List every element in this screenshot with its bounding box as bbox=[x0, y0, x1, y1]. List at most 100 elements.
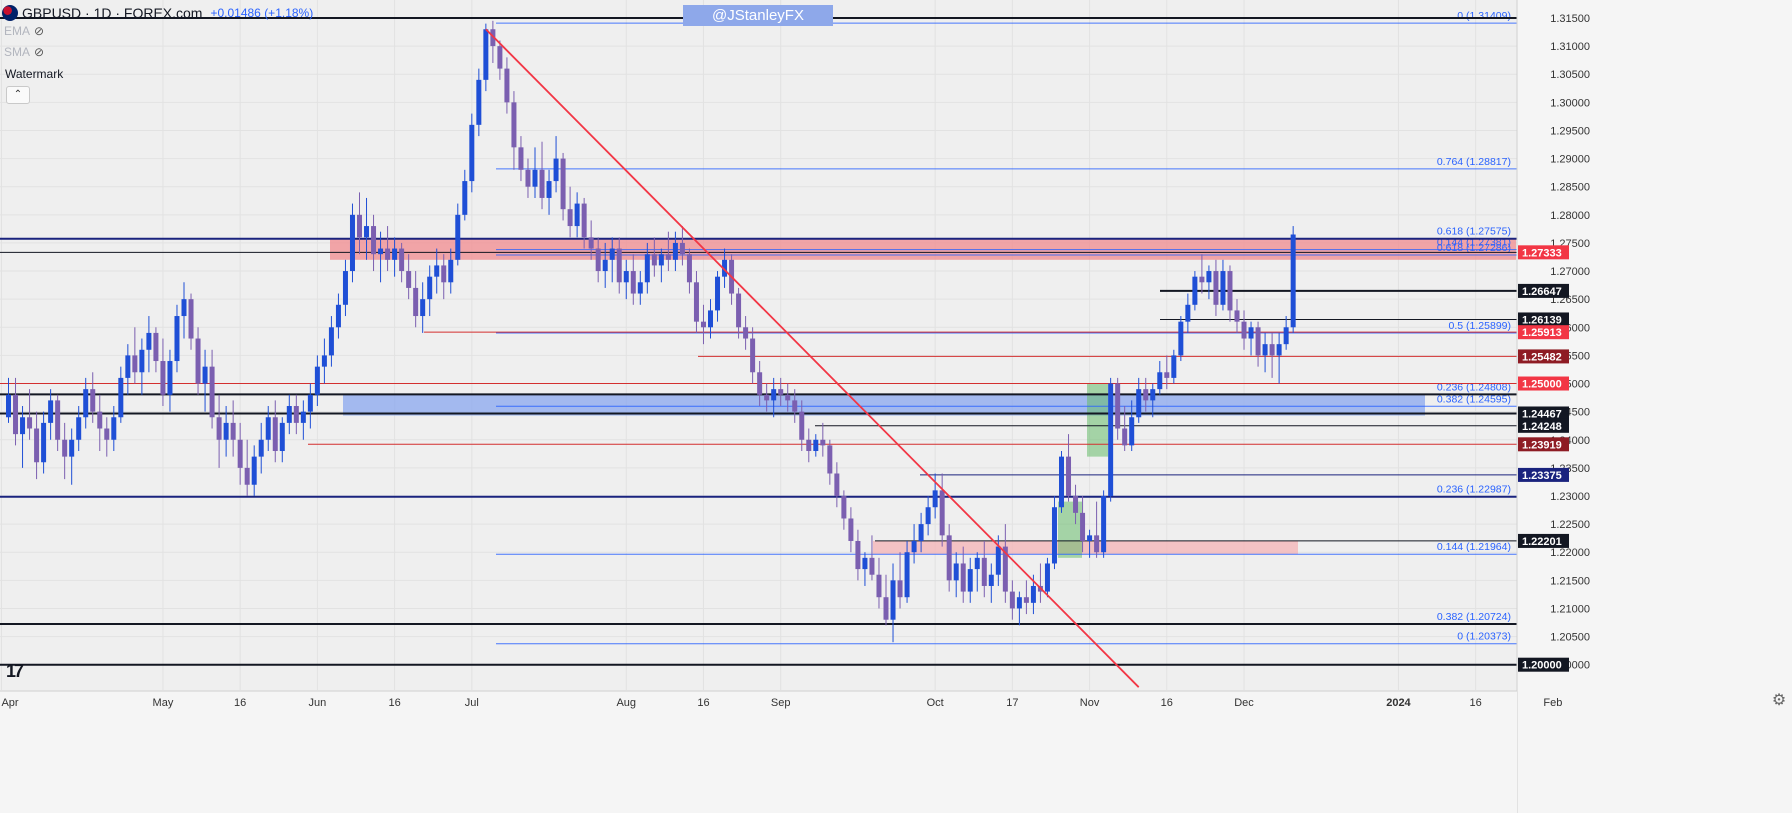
candle-body bbox=[209, 366, 215, 418]
candle-body bbox=[1227, 271, 1233, 311]
candle-body bbox=[476, 79, 482, 125]
candle-body bbox=[778, 389, 784, 395]
candle-body bbox=[616, 248, 622, 283]
collapse-legend-button[interactable]: ⌃ bbox=[6, 86, 30, 104]
time-tick-label: 16 bbox=[697, 697, 709, 709]
candle-body bbox=[321, 355, 327, 367]
candle-body bbox=[90, 389, 96, 412]
price-label-badge bbox=[1518, 312, 1569, 327]
candle-body bbox=[1248, 327, 1254, 339]
price-tick-label: 1.22500 bbox=[1550, 519, 1590, 531]
candle-body bbox=[925, 507, 931, 525]
candle-body bbox=[314, 366, 320, 395]
trendline[interactable] bbox=[485, 28, 1140, 688]
candle-body bbox=[483, 29, 489, 80]
symbol-title[interactable]: GBPUSD · 1D · FOREX.com bbox=[22, 5, 203, 21]
candle-body bbox=[202, 366, 208, 384]
price-tick-label: 1.29500 bbox=[1550, 125, 1590, 137]
candle-body bbox=[1171, 355, 1177, 378]
candle-body bbox=[286, 406, 292, 423]
candle-body bbox=[357, 214, 362, 238]
candle-body bbox=[1030, 585, 1036, 603]
price-tick-label: 1.21500 bbox=[1550, 575, 1590, 587]
time-tick-label: May bbox=[153, 697, 174, 709]
fib-level-label: 0.5 (1.25899) bbox=[1449, 320, 1511, 332]
candle-body bbox=[265, 417, 271, 440]
gbpusd-flag-icon bbox=[2, 5, 18, 21]
candle-body bbox=[342, 271, 348, 305]
candle-body bbox=[55, 400, 61, 440]
price-label-badge bbox=[1518, 437, 1569, 452]
time-axis-panel bbox=[0, 691, 1517, 813]
price-label-badge bbox=[1518, 376, 1569, 391]
candle-body bbox=[932, 490, 938, 508]
candle-body bbox=[1101, 495, 1107, 553]
price-label-text: 1.23375 bbox=[1522, 470, 1562, 482]
candle-body bbox=[1164, 372, 1170, 378]
price-change: +0.01486 (+1.18%) bbox=[210, 6, 314, 20]
candle-body bbox=[132, 355, 138, 373]
candle-body bbox=[1206, 271, 1212, 283]
candle-body bbox=[441, 265, 447, 283]
candle-body bbox=[602, 259, 608, 272]
candle-body bbox=[1178, 321, 1184, 356]
fib-level-label: 0.618 (1.27286) bbox=[1437, 242, 1511, 254]
candle-body bbox=[188, 299, 194, 339]
candle-body bbox=[1199, 276, 1205, 283]
candle-body bbox=[988, 574, 994, 586]
eye-off-icon[interactable]: ⊘ bbox=[34, 24, 45, 38]
candle-body bbox=[216, 417, 222, 440]
candle-body bbox=[1192, 276, 1198, 305]
candle-body bbox=[862, 557, 868, 570]
fib-level-label: 0.144 (1.21964) bbox=[1437, 541, 1511, 553]
candle-body bbox=[392, 248, 398, 260]
price-tick-label: 1.31500 bbox=[1550, 13, 1590, 25]
candle-body bbox=[700, 321, 706, 328]
watermark-label[interactable]: Watermark bbox=[5, 67, 64, 81]
candle-body bbox=[153, 332, 159, 362]
candle-body bbox=[743, 327, 749, 339]
candle-body bbox=[918, 524, 924, 541]
candle-body bbox=[1122, 428, 1128, 446]
candle-body bbox=[76, 417, 82, 440]
candle-body bbox=[160, 361, 166, 395]
candle-body bbox=[378, 248, 384, 255]
author-handle: @JStanleyFX bbox=[683, 5, 833, 26]
candle-body bbox=[1073, 495, 1079, 513]
candle-body bbox=[272, 417, 278, 452]
candle-body bbox=[883, 597, 889, 620]
eye-off-icon[interactable]: ⊘ bbox=[34, 45, 45, 59]
candle-body bbox=[1290, 234, 1296, 328]
fib-level-label: 0.236 (1.22987) bbox=[1437, 484, 1511, 496]
chart-settings-gear-icon[interactable]: ⚙ bbox=[1771, 692, 1787, 709]
candle-body bbox=[469, 124, 475, 182]
indicator-sma[interactable]: SMA ⊘ bbox=[4, 45, 44, 59]
price-label-badge bbox=[1518, 533, 1569, 548]
candle-body bbox=[1108, 383, 1114, 496]
time-tick-label: 16 bbox=[1161, 697, 1173, 709]
candle-body bbox=[13, 394, 19, 435]
candle-body bbox=[251, 456, 257, 485]
price-tick-label: 1.27000 bbox=[1550, 266, 1590, 278]
time-tick-label: 2024 bbox=[1386, 697, 1411, 709]
candle-body bbox=[1220, 271, 1226, 305]
fib-level-label: 0.764 (1.28817) bbox=[1437, 156, 1511, 168]
candle-body bbox=[750, 338, 756, 373]
price-tick-label: 1.21000 bbox=[1550, 603, 1590, 615]
candle-body bbox=[518, 147, 524, 170]
candle-body bbox=[1255, 327, 1261, 356]
candle-body bbox=[1283, 327, 1289, 345]
candle-body bbox=[118, 377, 124, 418]
tradingview-logo[interactable]: 17 bbox=[6, 661, 24, 681]
candle-body bbox=[679, 242, 685, 255]
fib-level-label: 0.382 (1.20724) bbox=[1437, 611, 1511, 623]
candle-body bbox=[1023, 597, 1029, 603]
indicator-ema-label: EMA bbox=[4, 24, 31, 38]
candle-body bbox=[609, 248, 615, 260]
candle-body bbox=[1269, 344, 1275, 356]
candle-body bbox=[427, 276, 433, 300]
candle-body bbox=[6, 394, 11, 418]
indicator-ema[interactable]: EMA ⊘ bbox=[4, 24, 44, 38]
candle-body bbox=[230, 422, 236, 440]
